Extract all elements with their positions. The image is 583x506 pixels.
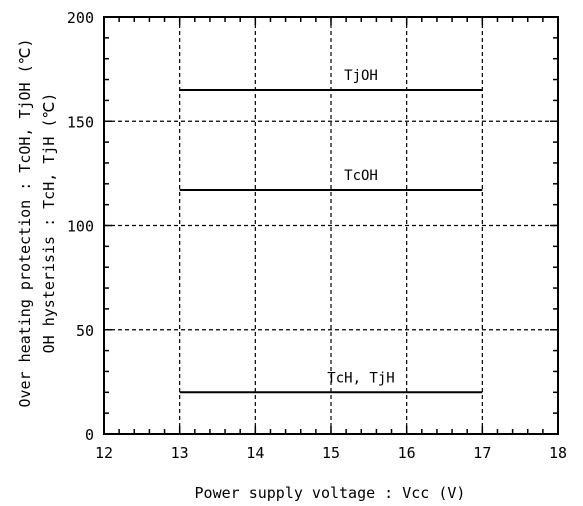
series-labels: TjOH TcOH TcH, TjH — [327, 68, 394, 386]
series-label-0: TjOH — [344, 68, 378, 84]
y-axis-label-line-2: OH hysterisis : TcH, TjH (℃) — [40, 93, 58, 354]
y-tick-label: 0 — [85, 426, 94, 444]
y-tick-label: 150 — [67, 113, 94, 131]
x-tick-label: 15 — [322, 444, 340, 462]
y-tick-label: 200 — [67, 9, 94, 27]
y-tick-label: 100 — [67, 218, 94, 236]
y-tick-label: 50 — [76, 322, 94, 340]
series-label-2: TcH, TjH — [327, 370, 394, 386]
x-tick-label: 18 — [549, 444, 567, 462]
tick-labels: 12 13 14 15 16 17 18 0 50 100 150 200 — [67, 9, 567, 462]
y-axis-label-line-1: Over heating protection : TcOH, TjOH (℃) — [16, 38, 34, 407]
x-tick-label: 17 — [473, 444, 491, 462]
x-axis-label: Power supply voltage : Vcc (V) — [195, 484, 466, 502]
x-tick-label: 12 — [95, 444, 113, 462]
series-label-1: TcOH — [344, 168, 378, 184]
x-tick-label: 13 — [171, 444, 189, 462]
grid — [104, 17, 558, 434]
x-tick-label: 14 — [246, 444, 264, 462]
plot-frame — [103, 16, 559, 435]
x-tick-label: 16 — [398, 444, 416, 462]
series-lines — [179, 88, 483, 394]
